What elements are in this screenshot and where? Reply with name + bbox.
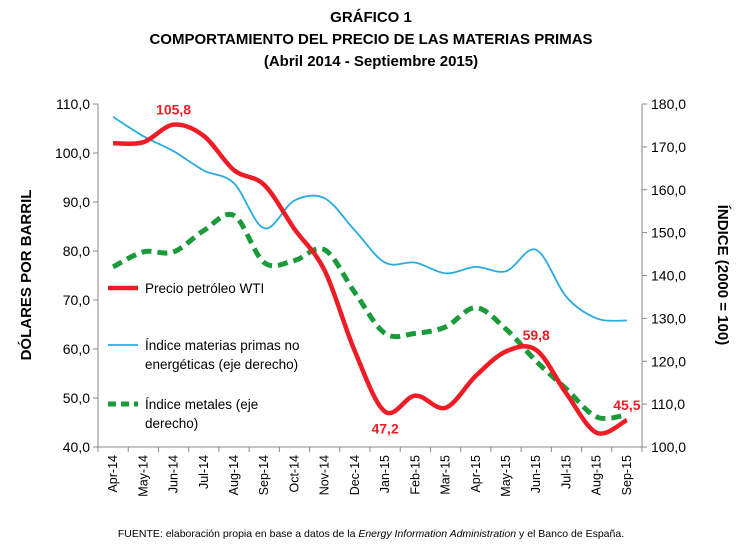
y-left-tick-label: 40,0 [63,439,90,455]
chart-title-line-1: GRÁFICO 1 [330,9,412,26]
y-right-tick-label: 150,0 [651,225,686,241]
x-tick-label: Mar-15 [439,455,453,495]
x-tick-label: Jul-15 [559,455,573,489]
y-right-tick-label: 140,0 [651,268,686,284]
y-axis-right-title: ÍNDICE (2000 = 100) [714,205,731,346]
source-text-after: y el Banco de España. [516,528,625,540]
data-label: 59,8 [523,327,550,343]
series-line-metals-index [111,211,628,422]
y-left-tick-label: 70,0 [63,292,90,308]
source-note: FUENTE: elaboración propia en base a dat… [0,528,742,540]
x-tick-label: May-15 [499,455,513,497]
x-tick-label: Jun-14 [167,455,181,493]
data-label: 45,5 [613,397,640,413]
series-line-wti [113,122,629,436]
x-tick-label: Oct-14 [287,455,301,493]
legend-label: Índice metales (eje [145,397,258,412]
data-label: 47,2 [371,421,398,437]
y-right-tick-label: 130,0 [651,310,686,326]
x-tick-label: Feb-15 [408,455,422,495]
x-tick-label: Apr-14 [106,455,120,493]
x-tick-label: Sep-14 [257,455,271,495]
y-right-tick-label: 110,0 [651,396,685,412]
data-label: 105,8 [156,102,191,118]
x-tick-label: Aug-14 [227,455,241,495]
x-tick-label: Apr-15 [469,455,483,493]
y-right-tick-label: 180,0 [651,96,686,112]
chart-title-line-3: (Abril 2014 - Septiembre 2015) [263,53,479,70]
chart-title-line-2: COMPORTAMIENTO DEL PRECIO DE LAS MATERIA… [149,31,593,48]
source-text-before: FUENTE: elaboración propia en base a dat… [117,528,359,540]
y-right-tick-label: 160,0 [651,182,686,198]
x-tick-label: Nov-14 [318,455,332,495]
y-left-tick-label: 60,0 [63,341,90,357]
y-left-tick-label: 90,0 [63,194,90,210]
x-tick-label: Jun-15 [529,455,543,493]
x-tick-label: Dec-14 [348,455,362,495]
y-right-tick-label: 100,0 [651,439,686,455]
series-line-non-energy-index [112,116,627,322]
legend-label: Índice materias primas no [145,338,300,353]
x-tick-label: Jan-15 [378,455,392,493]
y-right-tick-label: 170,0 [651,139,686,155]
x-tick-label: Sep-15 [620,455,634,495]
legend-label: derecho) [145,416,198,431]
legend-label: Precio petróleo WTI [145,281,264,296]
source-text-italic: Energy Information Administration [358,528,517,540]
x-tick-label: Jul-14 [197,455,211,489]
legend-label: energéticas (eje derecho) [145,357,298,372]
y-left-tick-label: 110,0 [56,96,90,112]
x-tick-label: May-14 [136,455,150,497]
y-right-tick-label: 120,0 [651,353,686,369]
y-left-tick-label: 50,0 [63,390,90,406]
x-tick-label: Aug-15 [590,455,604,495]
y-left-tick-label: 80,0 [63,243,90,259]
y-left-tick-label: 100,0 [55,145,90,161]
y-axis-left-title: DÓLARES POR BARRIL [17,190,35,361]
